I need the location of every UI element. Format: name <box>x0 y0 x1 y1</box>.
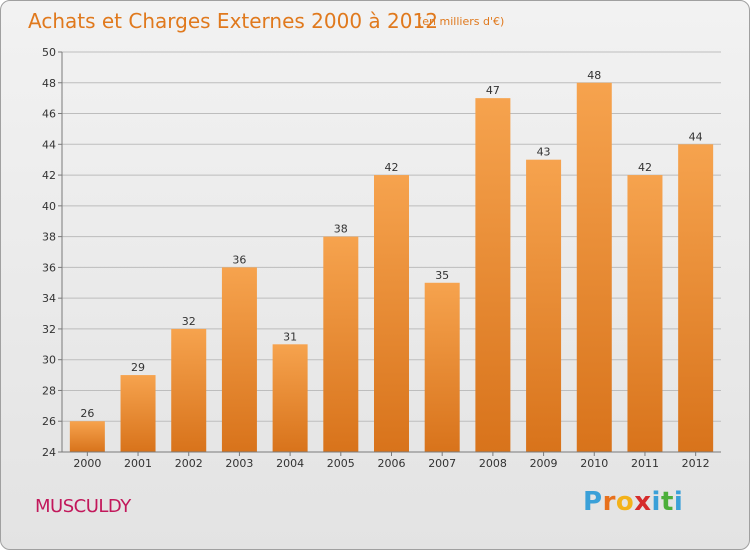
bar <box>374 175 409 453</box>
y-tick-label: 48 <box>42 77 56 90</box>
y-tick-label: 40 <box>42 200 56 213</box>
bar-value-label: 31 <box>283 330 297 343</box>
bar-value-label: 42 <box>385 161 399 174</box>
y-tick-label: 46 <box>42 108 56 121</box>
logo-letter: P <box>583 487 603 517</box>
bars <box>69 82 714 453</box>
x-tick-label: 2003 <box>225 457 253 470</box>
y-tick-label: 36 <box>42 261 56 274</box>
bar <box>221 267 257 452</box>
y-tick-label: 34 <box>42 292 56 305</box>
bar <box>526 159 562 452</box>
bar-value-label: 36 <box>232 253 246 266</box>
y-tick-label: 28 <box>42 384 56 397</box>
x-tick-label: 2010 <box>580 457 608 470</box>
bar-value-label: 26 <box>80 407 94 420</box>
bar <box>424 282 460 452</box>
y-tick-label: 30 <box>42 354 56 367</box>
y-tick-label: 24 <box>42 446 56 459</box>
logo-letter: o <box>615 487 635 517</box>
x-tick-label: 2004 <box>276 457 304 470</box>
y-tick-label: 44 <box>42 138 56 151</box>
logo-letter: i <box>673 487 684 517</box>
bar <box>678 144 714 453</box>
chart-title: Achats et Charges Externes 2000 à 2012 <box>28 9 438 33</box>
bar-value-label: 44 <box>689 130 703 143</box>
proxiti-logo: Proxiti <box>583 487 683 517</box>
x-tick-label: 2012 <box>682 457 710 470</box>
bar <box>69 421 105 452</box>
x-tick-label: 2001 <box>124 457 152 470</box>
bar <box>272 344 308 452</box>
bar <box>120 375 156 452</box>
bar-value-label: 47 <box>486 84 500 97</box>
bar-value-label: 35 <box>435 269 449 282</box>
y-tick-label: 32 <box>42 323 56 336</box>
logo-letter: r <box>602 487 616 517</box>
x-tick-label: 2008 <box>479 457 507 470</box>
x-tick-label: 2006 <box>378 457 406 470</box>
y-tick-label: 50 <box>42 46 56 59</box>
logo-letter: i <box>651 487 661 517</box>
logo-letter: t <box>660 487 674 517</box>
bar-value-label: 32 <box>182 315 196 328</box>
x-tick-label: 2005 <box>327 457 355 470</box>
y-tick-label: 38 <box>42 231 56 244</box>
y-tick-label: 42 <box>42 169 56 182</box>
chart-subtitle: (en milliers d'€) <box>418 15 505 28</box>
bar-value-label: 29 <box>131 361 145 374</box>
bar <box>323 236 359 452</box>
bar-value-label: 48 <box>587 69 601 82</box>
bar-value-label: 43 <box>537 146 551 159</box>
y-tick-label: 26 <box>42 415 56 428</box>
bar-value-label: 38 <box>334 223 348 236</box>
axes: 24 26 28 30 32 34 36 38 40 42 44 46 48 50 26 2000 29 2001… <box>42 46 721 470</box>
bar <box>475 98 511 453</box>
logo-letter: x <box>634 487 652 517</box>
location-name: MUSCULDY <box>35 496 131 517</box>
bar <box>576 82 612 453</box>
x-tick-label: 2011 <box>631 457 659 470</box>
x-tick-label: 2009 <box>530 457 558 470</box>
bar <box>627 175 663 453</box>
x-tick-label: 2002 <box>175 457 203 470</box>
x-tick-label: 2007 <box>428 457 456 470</box>
x-tick-label: 2000 <box>73 457 101 470</box>
bar <box>171 328 207 452</box>
bar-value-label: 42 <box>638 161 652 174</box>
